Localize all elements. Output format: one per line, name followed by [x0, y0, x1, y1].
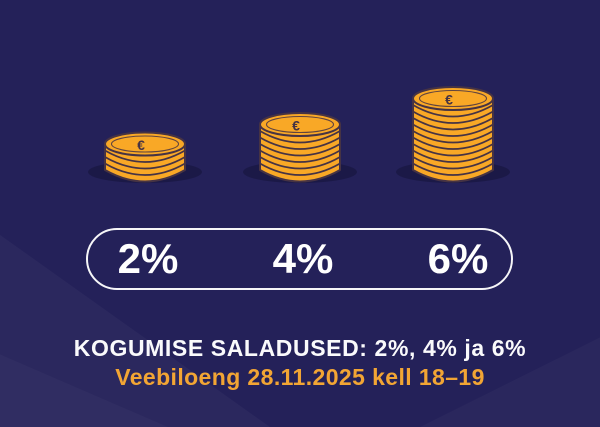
- coin-stack: €: [396, 86, 510, 183]
- coin-rim-line: [259, 162, 341, 176]
- percentages-capsule: 2% 4% 6%: [86, 228, 513, 290]
- coin-rim-line: [412, 104, 494, 118]
- euro-symbol: €: [137, 137, 145, 153]
- caption-subtitle: Veebiloeng 28.11.2025 kell 18–19: [115, 364, 485, 390]
- coin-rim-line: [259, 156, 341, 170]
- coin-rim-line: [412, 156, 494, 170]
- coin-rim-line: [412, 136, 494, 150]
- euro-symbol: €: [445, 92, 453, 108]
- coin-rim-line: [259, 143, 341, 157]
- coin-face-ring: [265, 115, 335, 134]
- coin-face-ring: [418, 89, 488, 108]
- coin-rim-line: [259, 136, 341, 150]
- coin-rim-line: [104, 156, 186, 170]
- percent-label-6: 6%: [427, 235, 489, 282]
- percent-label-4: 4%: [272, 235, 334, 282]
- coin-face: [259, 112, 341, 137]
- coin-face-ring: [110, 135, 180, 153]
- coin-rim-line: [259, 149, 341, 163]
- coin-face: [104, 131, 186, 157]
- coin-stack: €: [243, 112, 357, 183]
- coin-rim-line: [412, 117, 494, 131]
- coin-rim-line: [412, 130, 494, 144]
- coin-rim-line: [412, 149, 494, 163]
- coin-rim-line: [104, 149, 186, 163]
- coin-stack: €: [88, 131, 202, 183]
- caption-title: KOGUMISE SALADUSED: 2%, 4% ja 6%: [73, 335, 527, 361]
- coin-face: [412, 86, 494, 111]
- coin-rim-line: [412, 162, 494, 176]
- euro-symbol: €: [292, 118, 300, 134]
- coin-rim-line: [259, 130, 341, 144]
- coin-rim-line: [412, 143, 494, 157]
- coin-rim-line: [412, 110, 494, 124]
- coin-rim-line: [104, 162, 186, 176]
- coin-rim-line: [412, 123, 494, 137]
- percent-label-2: 2%: [117, 235, 179, 282]
